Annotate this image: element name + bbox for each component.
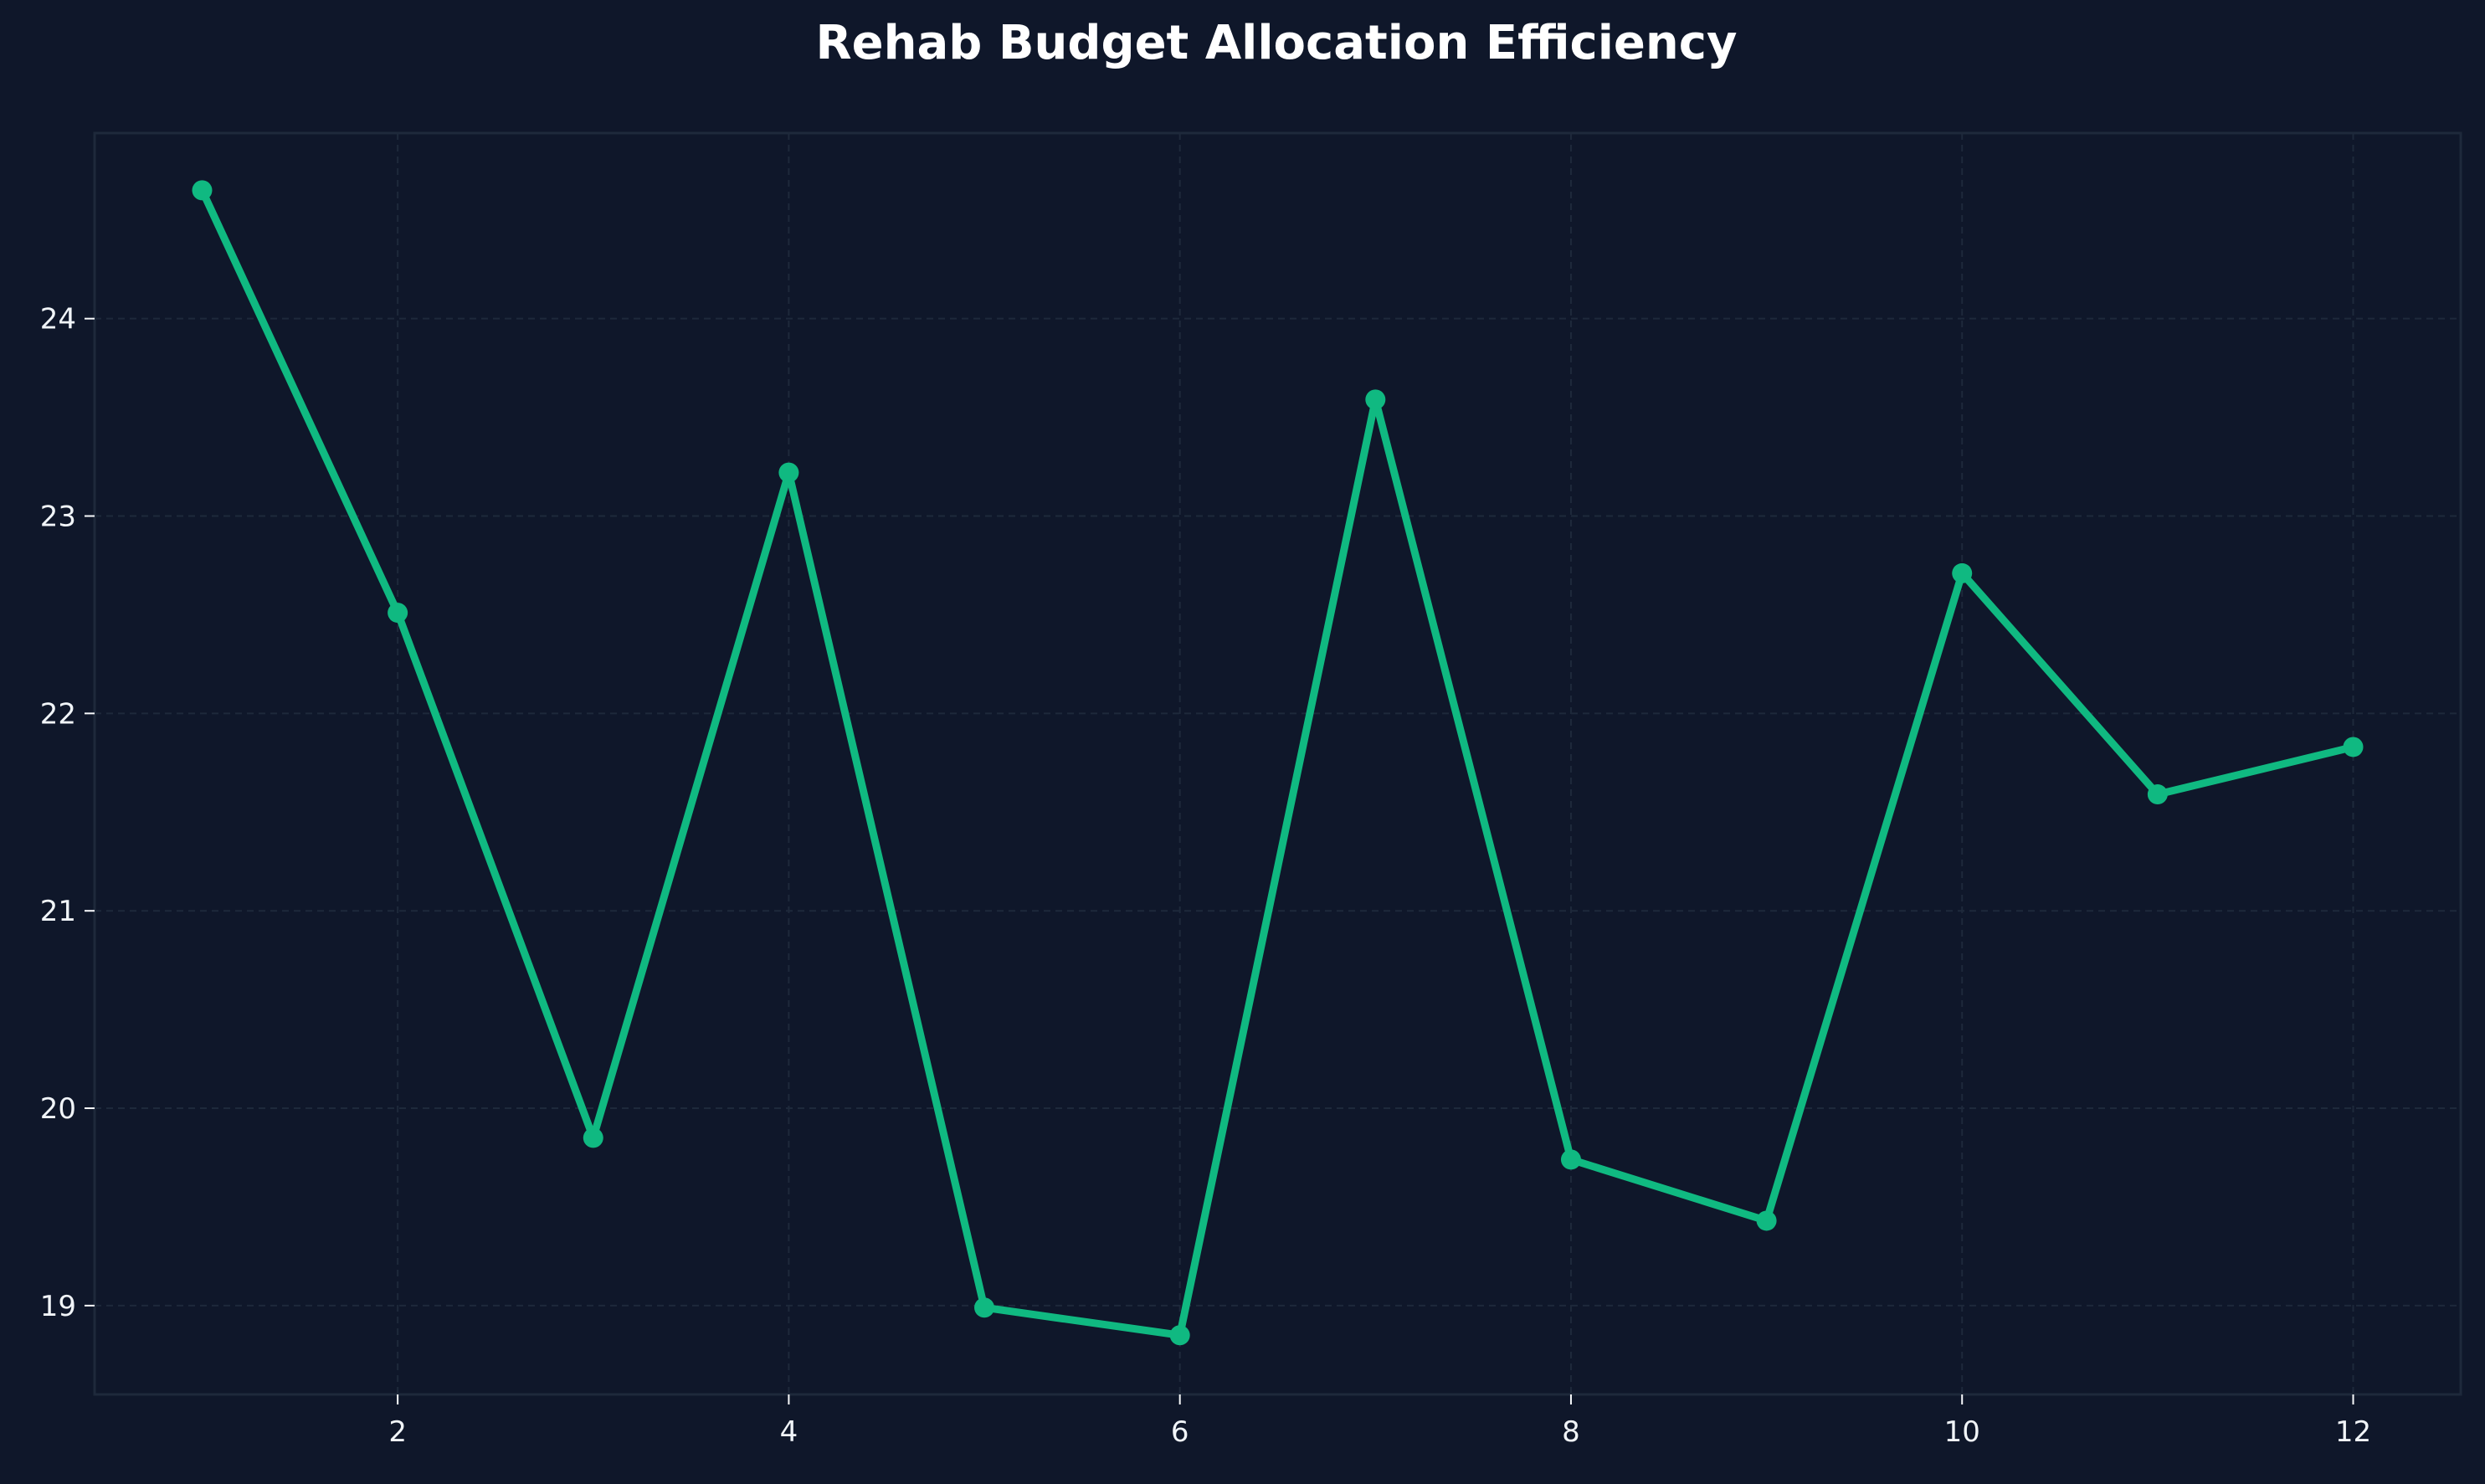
axes-frame bbox=[93, 131, 2462, 1396]
x-tick-label: 8 bbox=[1562, 1415, 1580, 1449]
y-tick-label: 22 bbox=[40, 697, 76, 731]
data-point bbox=[1952, 562, 1973, 583]
series-line bbox=[198, 186, 2357, 1339]
chart-title: Rehab Budget Allocation Efficiency bbox=[816, 16, 1738, 70]
data-point bbox=[1560, 1149, 1581, 1170]
data-point bbox=[2343, 737, 2364, 757]
x-tick-label: 6 bbox=[1171, 1415, 1189, 1449]
data-point bbox=[583, 1127, 603, 1148]
data-point bbox=[974, 1297, 995, 1318]
data-point bbox=[778, 462, 799, 483]
x-tick-label: 4 bbox=[780, 1415, 798, 1449]
y-tick-label: 23 bbox=[40, 501, 76, 534]
data-point bbox=[2147, 784, 2168, 805]
data-point bbox=[1756, 1210, 1777, 1231]
data-point bbox=[192, 180, 213, 201]
y-tick-label: 24 bbox=[40, 303, 76, 336]
y-tick-label: 21 bbox=[40, 895, 76, 928]
x-tick-label: 10 bbox=[1944, 1415, 1980, 1449]
data-point bbox=[1169, 1325, 1190, 1346]
plot-background bbox=[95, 133, 2461, 1394]
y-tick-label: 20 bbox=[40, 1092, 76, 1126]
y-tick-label: 19 bbox=[40, 1290, 76, 1323]
x-tick-label: 12 bbox=[2335, 1415, 2371, 1449]
data-point bbox=[388, 603, 408, 624]
data-point bbox=[1365, 389, 1386, 410]
x-tick-label: 2 bbox=[388, 1415, 407, 1449]
